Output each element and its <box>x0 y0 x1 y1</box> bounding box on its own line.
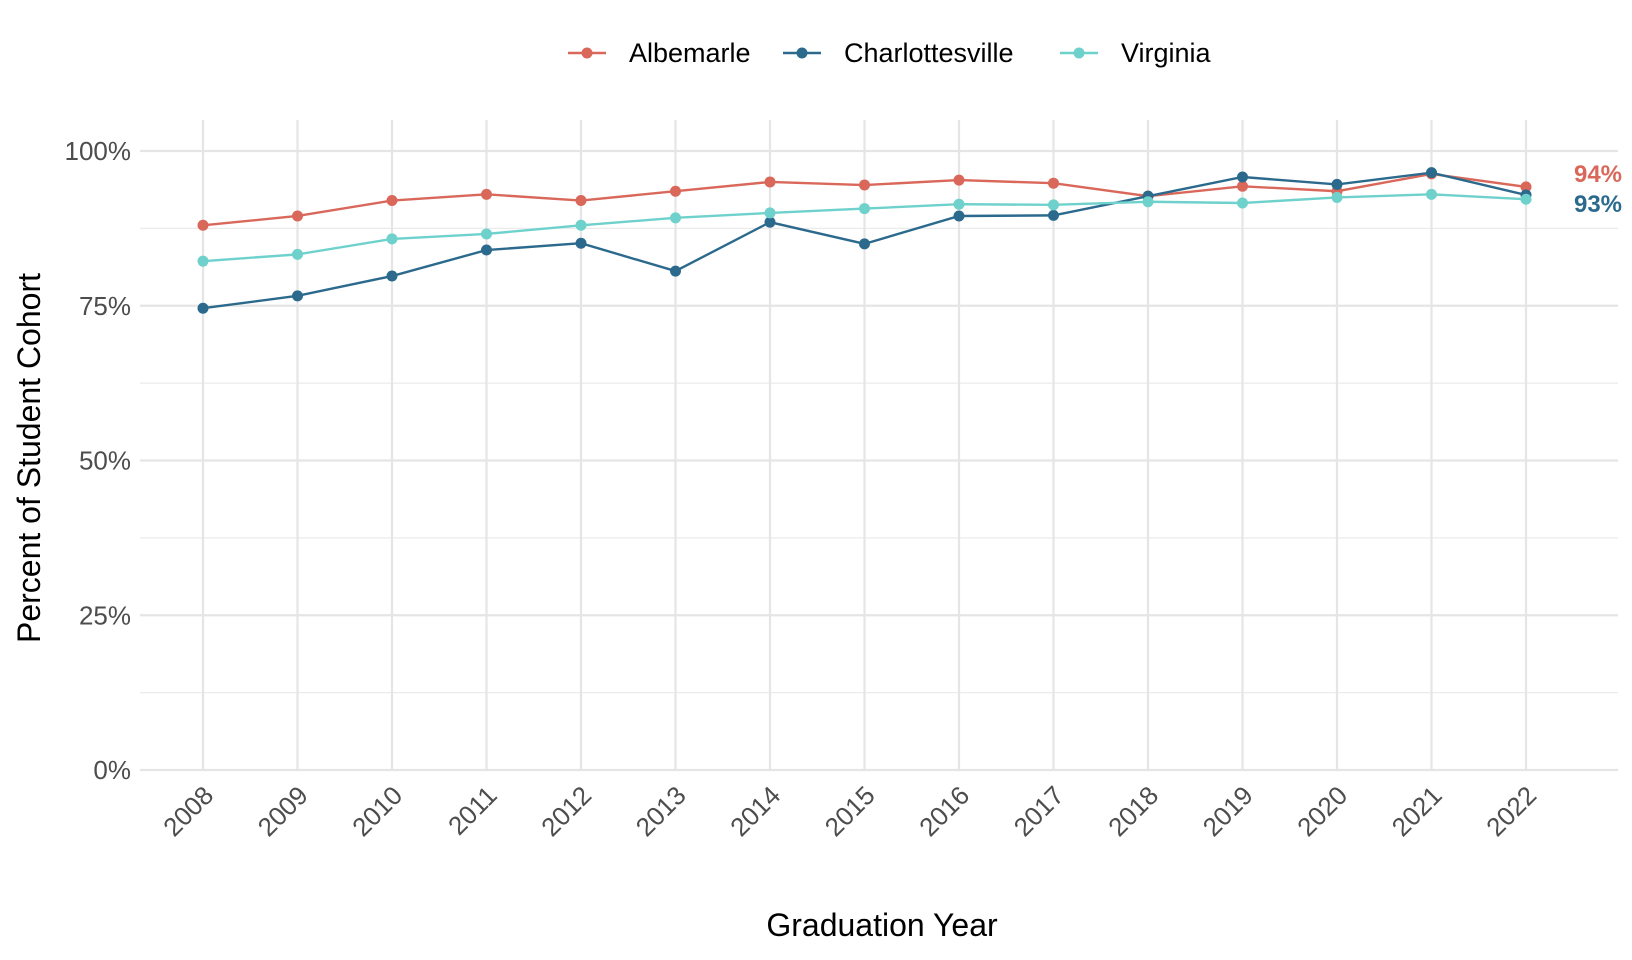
data-point <box>481 188 492 200</box>
data-point <box>386 233 398 245</box>
data-point <box>197 219 209 231</box>
data-point <box>953 174 965 186</box>
data-point <box>1520 193 1532 205</box>
data-point <box>670 212 681 224</box>
legend-label: Virginia <box>1121 38 1212 68</box>
data-point <box>197 302 209 314</box>
x-tick-label: 2008 <box>157 780 219 842</box>
data-point <box>859 203 870 215</box>
x-tick-label: 2020 <box>1291 780 1353 842</box>
data-point <box>1520 181 1532 193</box>
x-tick-label: 2014 <box>724 780 786 842</box>
data-point <box>197 255 209 267</box>
legend: Albemarle Charlottesville Virginia <box>568 38 1212 68</box>
legend-label: Albemarle <box>629 38 751 68</box>
data-point <box>1331 178 1343 190</box>
data-point <box>764 207 776 219</box>
x-tick-label: 2022 <box>1480 780 1542 842</box>
data-point <box>292 210 303 222</box>
x-tick-label: 2010 <box>346 780 408 842</box>
y-tick-label: 0% <box>93 755 131 785</box>
data-point <box>575 219 587 231</box>
legend-key-point <box>796 47 808 59</box>
data-point <box>1048 209 1059 221</box>
legend-label: Charlottesville <box>844 38 1014 68</box>
y-tick-label: 100% <box>65 136 132 166</box>
y-tick-label: 25% <box>79 600 131 630</box>
data-point <box>859 238 870 250</box>
x-axis-title: Graduation Year <box>766 907 998 943</box>
end-label: 93% <box>1574 191 1622 218</box>
data-point <box>953 210 965 222</box>
x-tick-label: 2009 <box>252 780 314 842</box>
data-point <box>1426 188 1437 200</box>
x-tick-label: 2013 <box>630 780 692 842</box>
data-point <box>292 248 303 260</box>
data-point <box>386 195 398 207</box>
data-point <box>481 244 492 256</box>
x-tick-label: 2017 <box>1008 780 1070 842</box>
x-tick-label: 2015 <box>819 780 881 842</box>
y-axis-ticks: 0% 25% 50% 75% 100% <box>65 136 132 785</box>
data-point <box>1142 196 1154 208</box>
data-point <box>1048 177 1059 189</box>
x-axis-ticks: 2008 2009 2010 2011 2012 2013 2014 2015 2016 2017… <box>157 780 1542 842</box>
y-axis-title: Percent of Student Cohort <box>11 273 47 643</box>
x-tick-label: 2018 <box>1102 780 1164 842</box>
data-point <box>764 176 776 188</box>
data-point <box>292 290 303 302</box>
data-point <box>1048 199 1059 211</box>
data-point <box>953 198 965 210</box>
legend-key-point <box>581 47 593 59</box>
data-point <box>386 270 398 282</box>
end-label: 94% <box>1574 161 1622 188</box>
y-tick-label: 50% <box>79 446 131 476</box>
end-labels: 94%93% <box>1574 161 1622 218</box>
data-point <box>481 228 492 240</box>
data-point <box>1426 167 1437 179</box>
x-tick-label: 2011 <box>442 780 503 841</box>
series-lines <box>197 167 1532 314</box>
y-tick-label: 75% <box>79 291 131 321</box>
data-point <box>1237 171 1248 183</box>
legend-key-point <box>1073 47 1085 59</box>
x-tick-label: 2016 <box>913 780 975 842</box>
data-point <box>764 216 776 228</box>
data-point <box>1331 191 1343 203</box>
gridlines <box>140 120 1618 772</box>
data-point <box>670 185 681 197</box>
x-tick-label: 2021 <box>1386 780 1448 842</box>
data-point <box>859 179 870 191</box>
data-point <box>1237 180 1248 192</box>
data-point <box>575 195 587 207</box>
x-tick-label: 2012 <box>535 780 597 842</box>
x-tick-label: 2019 <box>1197 780 1259 842</box>
data-point <box>670 265 681 277</box>
data-point <box>1237 197 1248 209</box>
data-point <box>575 237 587 249</box>
